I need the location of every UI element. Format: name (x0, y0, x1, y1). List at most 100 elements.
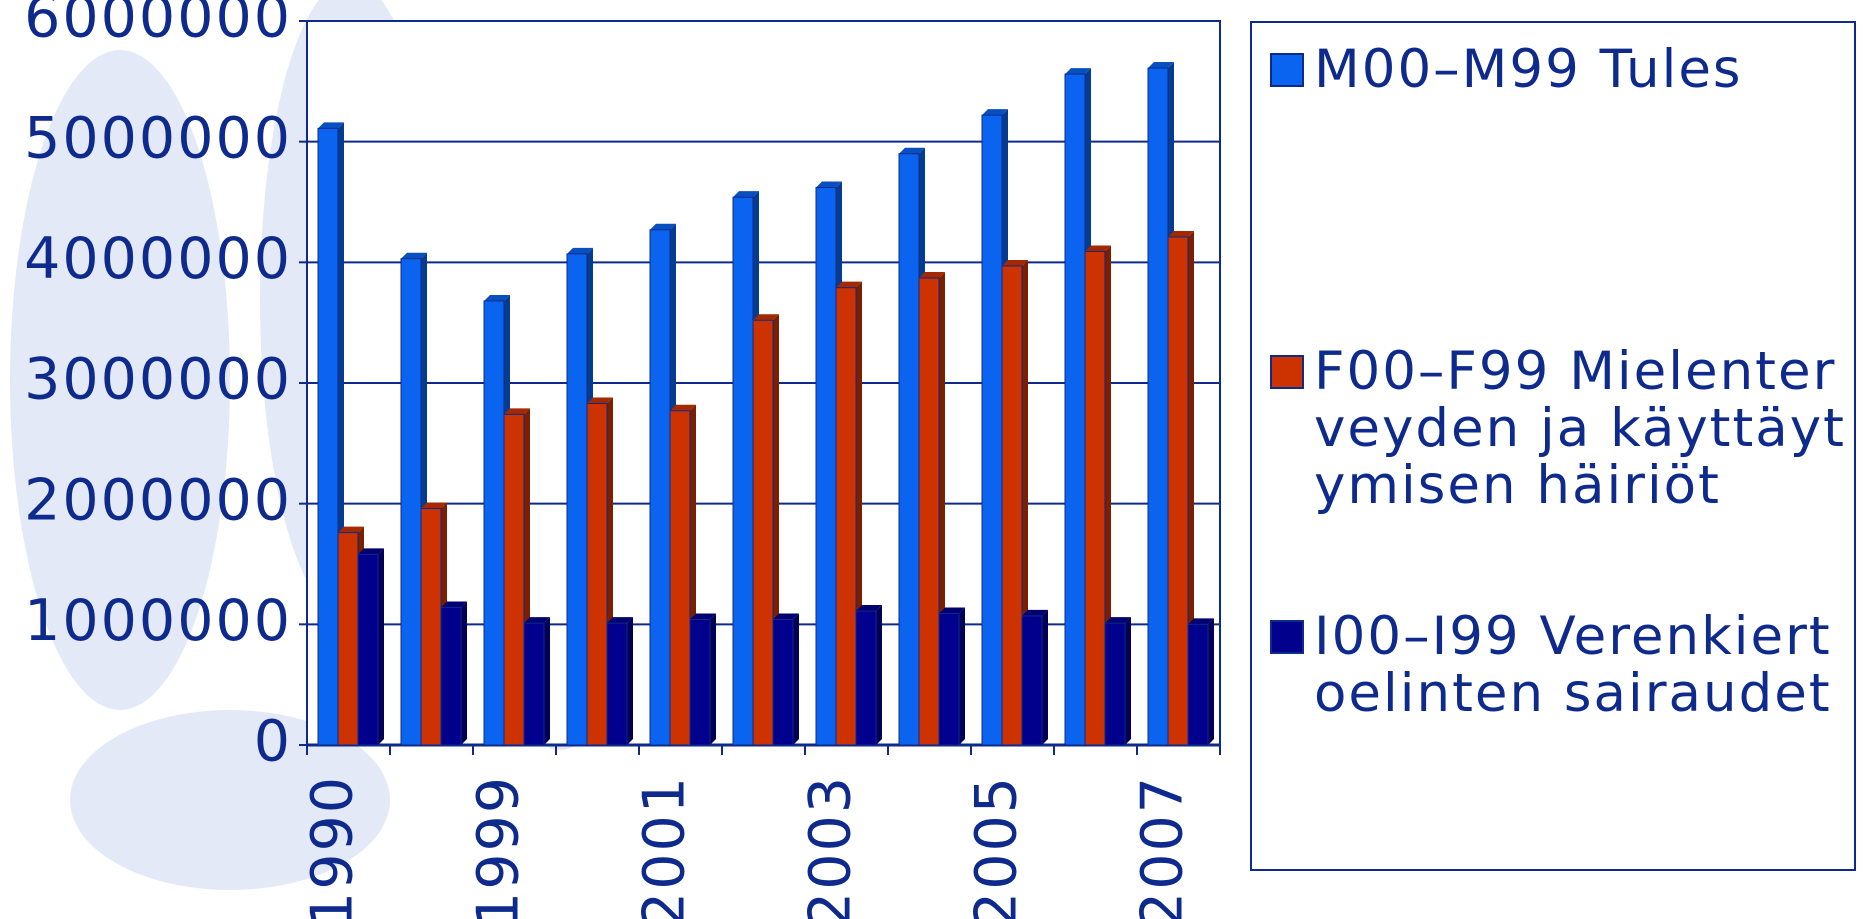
bar-top (338, 526, 364, 533)
x-tick-label: 1990 (300, 775, 366, 919)
bar-side (1042, 609, 1048, 745)
bar (1064, 73, 1086, 746)
bar (483, 300, 505, 746)
x-tick-label: 1999 (466, 775, 532, 919)
bar-top (836, 281, 862, 288)
bar-top (567, 247, 593, 254)
bar (606, 622, 628, 746)
bar-top (607, 617, 633, 624)
legend-entry: M00–M99 Tules (1270, 41, 1848, 98)
bar-top (919, 272, 945, 279)
bar-top (1085, 245, 1111, 252)
bar-side (710, 613, 716, 745)
y-tick-label: 1000000 (24, 588, 292, 654)
bar-top (1105, 617, 1131, 624)
y-tick-label: 0 (254, 709, 292, 775)
bar-top (587, 397, 613, 404)
bar (752, 319, 774, 746)
bar-top (1188, 618, 1214, 625)
bar-side (627, 617, 633, 745)
bar (1167, 236, 1189, 746)
bar-side (461, 601, 467, 745)
bar (689, 619, 711, 746)
bar-side (1188, 230, 1194, 745)
x-tick-label: 2003 (798, 775, 864, 919)
bar-top (358, 548, 384, 555)
bar-top (899, 147, 925, 154)
bar (981, 114, 1003, 746)
bar (1021, 615, 1043, 746)
bar-top (816, 181, 842, 188)
bar-top (524, 617, 550, 624)
bar (1187, 623, 1209, 746)
bar-top (856, 605, 882, 612)
legend-swatch (1270, 620, 1304, 654)
bar-top (939, 607, 965, 614)
bar (357, 553, 379, 746)
bar-top (982, 109, 1008, 116)
bar (317, 127, 339, 746)
bar (440, 606, 462, 746)
x-tick-label: 2005 (964, 775, 1030, 919)
bar (1147, 67, 1169, 746)
bar-side (544, 617, 550, 745)
bar (1084, 250, 1106, 746)
bar-top (773, 613, 799, 620)
bar-top (1168, 230, 1194, 237)
x-tick-label: 2007 (1130, 775, 1196, 919)
bar-top (1065, 68, 1091, 75)
legend-swatch (1270, 355, 1304, 389)
bar-side (793, 613, 799, 745)
bar-side (1208, 618, 1214, 745)
legend-label: M00–M99 Tules (1314, 39, 1743, 100)
legend-entry: I00–I99 Verenkiertoelinten sairaudet (1270, 608, 1848, 722)
bar (918, 277, 940, 746)
y-tick-label: 5000000 (24, 105, 292, 171)
bar (420, 507, 442, 746)
legend-label: I00–I99 Verenkiertoelinten sairaudet (1314, 606, 1832, 724)
bar-top (401, 252, 427, 259)
bar (938, 612, 960, 746)
bar-top (1002, 259, 1028, 266)
bar (835, 287, 857, 746)
bar-top (504, 408, 530, 415)
y-tick-label: 3000000 (24, 347, 292, 413)
bar (523, 622, 545, 746)
bar-top (1022, 609, 1048, 616)
bar-side (378, 548, 384, 745)
bar (772, 619, 794, 746)
bar (669, 410, 691, 746)
bar-top (650, 223, 676, 230)
bar-top (670, 404, 696, 411)
bar-top (1148, 62, 1174, 69)
bar-top (690, 613, 716, 620)
bar (586, 403, 608, 746)
bar-top (733, 191, 759, 198)
bar (898, 153, 920, 746)
bar (649, 229, 671, 746)
bar-top (441, 601, 467, 608)
bar (815, 187, 837, 746)
bar-top (484, 294, 510, 301)
bar (400, 258, 422, 746)
y-tick-label: 6000000 (24, 0, 292, 51)
bar-side (1125, 617, 1131, 745)
bar (855, 610, 877, 746)
bar (1104, 622, 1126, 746)
bar (732, 196, 754, 746)
bar (566, 253, 588, 746)
bar (503, 413, 525, 746)
bar (337, 532, 359, 746)
bar (1001, 265, 1023, 746)
bar-top (421, 502, 447, 509)
x-tick-label: 2001 (632, 775, 698, 919)
legend-swatch (1270, 53, 1304, 87)
legend-label: F00–F99 Mielenterveyden ja käyttäytymise… (1314, 341, 1846, 516)
bar-side (959, 607, 965, 745)
bar-side (876, 605, 882, 745)
y-tick-label: 4000000 (24, 226, 292, 292)
y-tick-label: 2000000 (24, 467, 292, 533)
bar-top (318, 122, 344, 129)
